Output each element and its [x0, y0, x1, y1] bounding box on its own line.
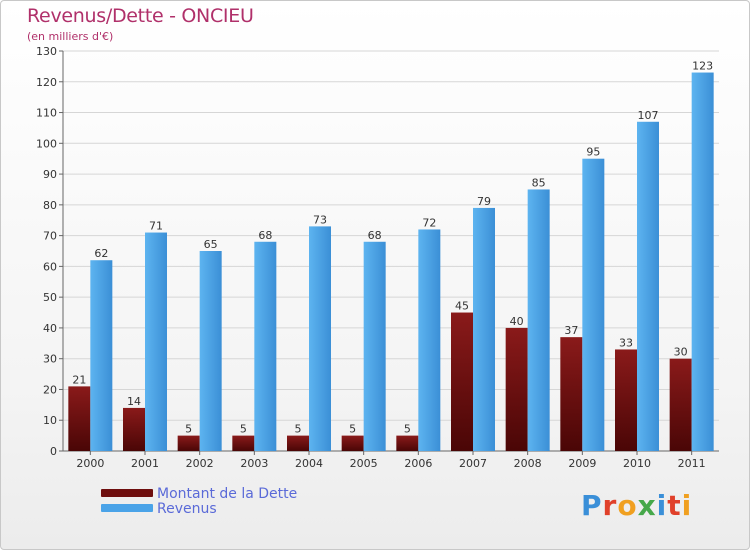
data-labels: 21 62 14 71 5 65 5 68 5 73 5 68 5 72 45 79 40 85 37 95 33 107… [72, 60, 713, 436]
revenue-bar [145, 232, 167, 451]
debt-bar [177, 435, 200, 451]
revenue-value-label: 72 [422, 216, 436, 229]
logo-letter: r [602, 489, 618, 522]
revenue-value-label: 71 [149, 220, 163, 233]
revenue-bar [363, 241, 386, 451]
debt-value-label: 5 [240, 423, 247, 436]
revenue-value-label: 62 [94, 247, 108, 260]
y-tick-label: 0 [50, 445, 57, 458]
y-tick-label: 120 [36, 76, 57, 89]
revenue-bar [637, 121, 659, 452]
chart-title: Revenus/Dette - ONCIEU [27, 5, 254, 27]
debt-bar [560, 337, 583, 451]
x-tick-label: 2009 [568, 457, 596, 470]
revenue-value-label: 107 [638, 109, 659, 122]
x-tick-label: 2003 [240, 457, 268, 470]
revenue-value-label: 73 [313, 213, 327, 226]
debt-value-label: 33 [619, 336, 633, 349]
y-tick-label: 100 [36, 137, 57, 150]
logo-letter: x [637, 489, 657, 522]
revenue-bar [527, 189, 550, 451]
debt-value-label: 45 [455, 300, 469, 313]
legend-swatch-revenue [101, 504, 153, 512]
chart-subtitle: (en milliers d'€) [27, 30, 114, 43]
debt-value-label: 5 [349, 423, 356, 436]
y-tick-label: 40 [43, 322, 57, 335]
y-tick-label: 70 [43, 230, 57, 243]
legend-swatch-debt [101, 489, 153, 497]
y-tick-label: 110 [36, 107, 57, 120]
debt-value-label: 21 [72, 373, 86, 386]
debt-value-label: 5 [295, 423, 302, 436]
y-tick-label: 20 [43, 383, 57, 396]
debt-value-label: 5 [185, 423, 192, 436]
debt-value-label: 5 [404, 423, 411, 436]
logo-letter: o [617, 489, 638, 522]
y-tick-label: 130 [36, 45, 57, 58]
debt-bar [232, 435, 255, 451]
y-tick-label: 80 [43, 199, 57, 212]
logo-letter: P [581, 489, 603, 522]
revenue-bar [582, 158, 605, 451]
debt-bar [451, 312, 473, 451]
y-tick-label: 50 [43, 291, 57, 304]
x-tick-label: 2006 [404, 457, 432, 470]
revenue-value-label: 95 [586, 146, 600, 159]
y-tick-label: 10 [43, 414, 57, 427]
debt-bar [396, 435, 419, 451]
revenue-bar [473, 207, 495, 451]
x-tick-label: 2007 [459, 457, 487, 470]
axes: 0 10 20 30 40 50 60 70 80 90 100 110 120 130 2000 2001 2… [36, 45, 719, 470]
debt-bar [615, 349, 637, 451]
x-tick-label: 2008 [514, 457, 542, 470]
debt-value-label: 30 [674, 346, 688, 359]
revenue-value-label: 68 [368, 229, 382, 242]
legend-label-revenue: Revenus [157, 501, 217, 517]
revenue-value-label: 79 [477, 195, 491, 208]
revenue-bar [199, 251, 222, 451]
revenue-value-label: 123 [692, 60, 713, 73]
debt-bar [287, 435, 309, 451]
legend-label-debt: Montant de la Dette [157, 486, 298, 502]
revenue-value-label: 65 [204, 238, 218, 251]
y-tick-label: 30 [43, 353, 57, 366]
revenue-value-label: 85 [532, 176, 546, 189]
revenue-bar [691, 72, 714, 452]
proxiti-logo: Proxiti [581, 489, 692, 522]
debt-value-label: 37 [564, 324, 578, 337]
revenue-bar [90, 260, 113, 451]
logo-letter: i [681, 489, 693, 522]
debt-bar [669, 358, 692, 451]
logo-letter: t [667, 489, 682, 522]
logo-letter: i [656, 489, 668, 522]
debt-bar [123, 407, 145, 451]
x-tick-label: 2000 [76, 457, 104, 470]
x-tick-label: 2005 [350, 457, 378, 470]
debt-bar [505, 327, 528, 451]
revenue-bar [418, 229, 441, 451]
revenue-bar [254, 241, 277, 451]
x-tick-label: 2010 [623, 457, 651, 470]
debt-bar [68, 386, 91, 451]
revenue-bar [309, 226, 331, 451]
grid-lines [63, 50, 719, 452]
x-tick-label: 2002 [186, 457, 214, 470]
debt-bar [341, 435, 364, 451]
x-tick-label: 2004 [295, 457, 323, 470]
x-tick-label: 2001 [131, 457, 159, 470]
debt-value-label: 14 [127, 395, 141, 408]
debt-value-label: 40 [510, 315, 524, 328]
x-tick-label: 2011 [678, 457, 706, 470]
bars [68, 72, 714, 452]
y-tick-label: 90 [43, 168, 57, 181]
y-tick-label: 60 [43, 260, 57, 273]
revenue-value-label: 68 [258, 229, 272, 242]
